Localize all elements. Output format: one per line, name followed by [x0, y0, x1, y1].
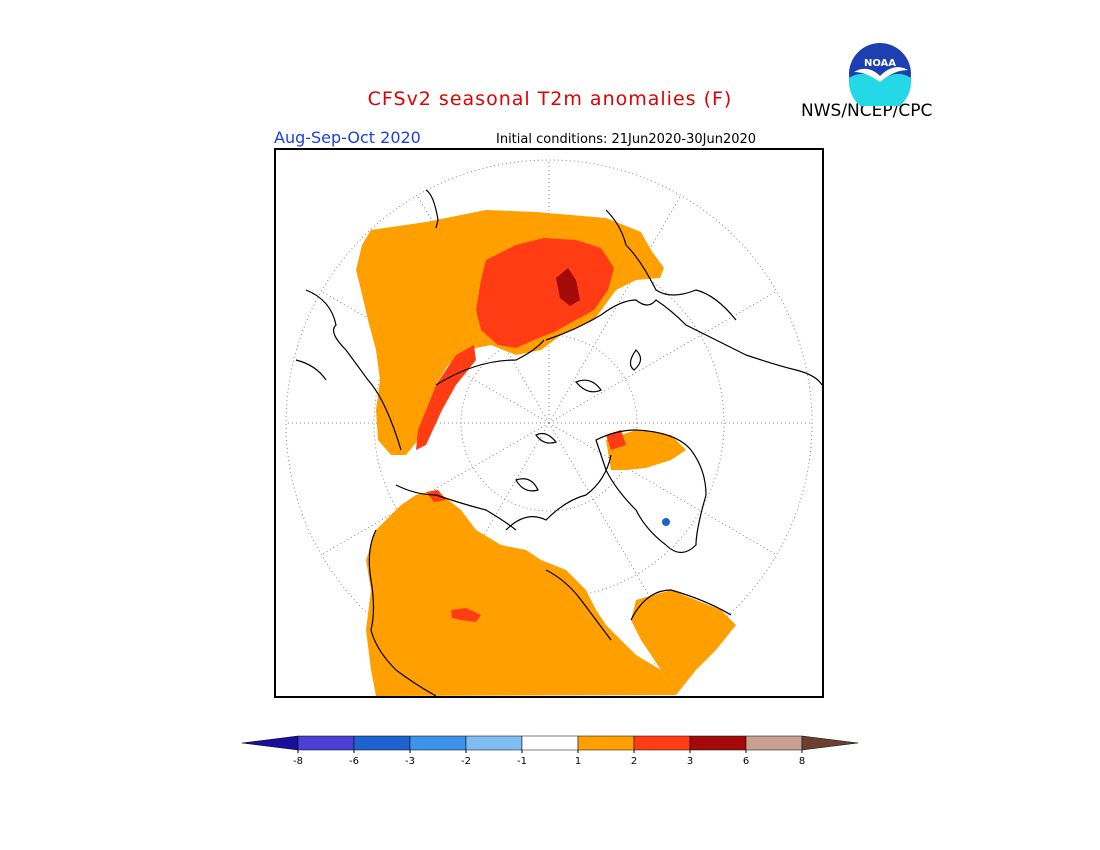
- canada-east-anomaly: [631, 590, 736, 695]
- colorbar-bin: [577, 735, 635, 751]
- greenland-anomaly: [606, 430, 686, 470]
- north-america-anomaly: [366, 490, 676, 696]
- colorbar-tick-label: 3: [687, 756, 693, 767]
- siberia-warm-core: [476, 238, 614, 348]
- colorbar-tick-label: 1: [575, 756, 581, 767]
- colorbar-tick-label: 6: [743, 756, 749, 767]
- noaa-logo: NOAA: [849, 43, 911, 106]
- polar-map: [285, 159, 822, 696]
- colorbar-tick-label: -2: [461, 756, 471, 767]
- colorbar-bin: [241, 735, 299, 751]
- logo-text: NOAA: [864, 58, 896, 69]
- colorbar-bin: [801, 735, 859, 751]
- colorbar-bin: [521, 735, 579, 751]
- colorbar-tick-label: -3: [405, 756, 415, 767]
- colorbar-bin: [353, 735, 411, 751]
- colorbar-tick-label: -8: [293, 756, 303, 767]
- na-red-patch: [451, 608, 481, 622]
- colorbar-tick-label: 8: [799, 756, 805, 767]
- greenland-red-edge: [606, 430, 626, 450]
- colorbar-bin: [465, 735, 523, 751]
- colorbar-bin: [745, 735, 803, 751]
- colorbar-tick-label: 2: [631, 756, 637, 767]
- colorbar-bin: [689, 735, 747, 751]
- map-panel: [274, 148, 824, 698]
- alaska-red-patch: [426, 490, 446, 502]
- colorbar-bin: [409, 735, 467, 751]
- colorbar-bins: [241, 735, 859, 751]
- darkred-spot: [556, 268, 580, 306]
- cold-spot: [662, 518, 670, 526]
- agency-label: NWS/NCEP/CPC: [801, 101, 933, 121]
- colorbar-bin: [633, 735, 691, 751]
- chart-title: CFSv2 seasonal T2m anomalies (F): [367, 88, 733, 110]
- colorbar: -8 -6 -3 -2 -1 1 2 3 6 8: [241, 735, 859, 767]
- colorbar-tick-label: -6: [349, 756, 359, 767]
- colorbar-bin: [297, 735, 355, 751]
- coastlines: [295, 189, 822, 696]
- colorbar-tick-label: -1: [517, 756, 527, 767]
- season-label: Aug-Sep-Oct 2020: [274, 128, 421, 147]
- initial-conditions-label: Initial conditions: 21Jun2020-30Jun2020: [496, 132, 757, 147]
- colorbar-ticks: -8 -6 -3 -2 -1 1 2 3 6 8: [293, 750, 805, 767]
